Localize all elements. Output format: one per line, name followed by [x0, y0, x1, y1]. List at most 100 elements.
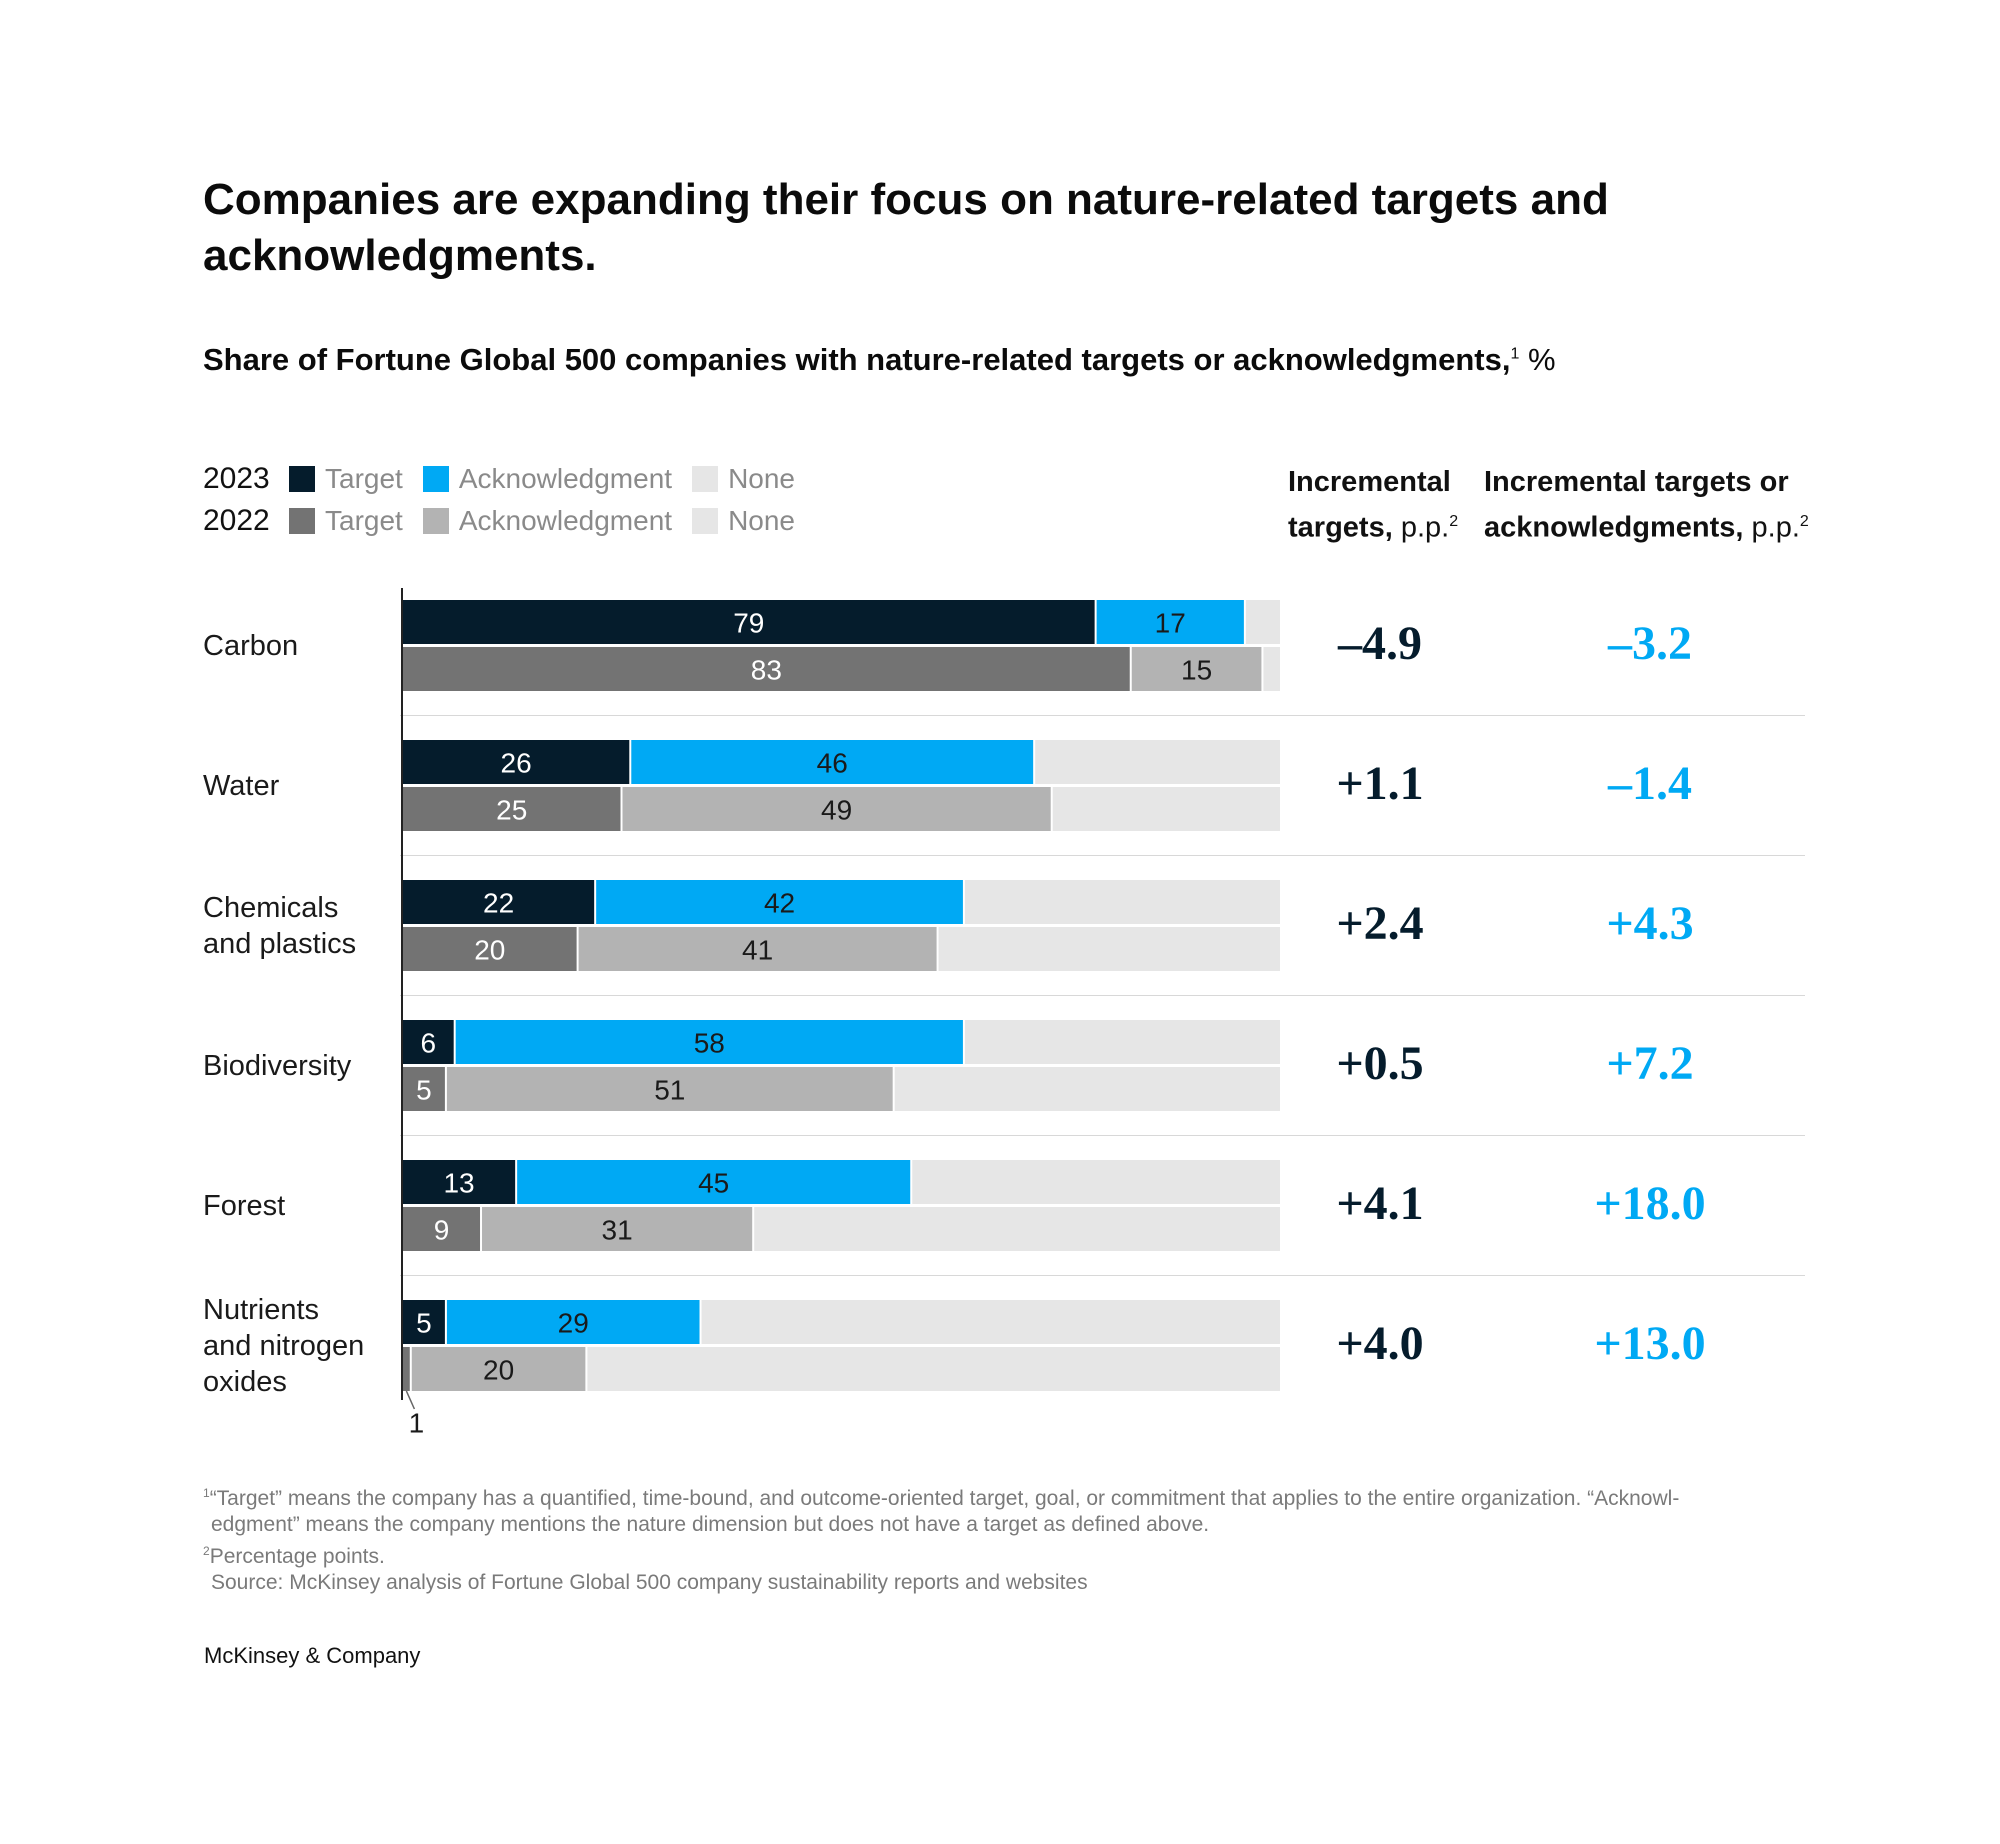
column-header-unit: p.p.: [1751, 511, 1800, 544]
column-header-ack-line2: acknowledgments, p.p.2: [1484, 502, 1809, 548]
category-label: Forest: [203, 1188, 285, 1224]
legend-swatch-none-2023: [692, 466, 719, 492]
chart-subtitle: Share of Fortune Global 500 companies wi…: [203, 342, 1556, 378]
column-header-acknowledgments: Incremental targets or acknowledgments, …: [1484, 462, 1809, 548]
data-label-target-2023-2: 22: [483, 888, 514, 919]
incremental-targets-or-ack-value: +7.2: [1606, 1036, 1694, 1090]
bar-target-2023-3: [402, 1020, 455, 1064]
column-header-bold: acknowledgments,: [1484, 511, 1744, 544]
legend-swatch-ack-2022: [422, 508, 449, 534]
chart-title: Companies are expanding their focus on n…: [203, 175, 1609, 280]
bar-ack-2023-2: [595, 880, 964, 924]
legend-year: 2022: [203, 504, 270, 537]
category-label: Biodiversity: [203, 1048, 351, 1084]
legend-row-2022: 2022 Target Acknowledgment None: [203, 504, 815, 538]
category-label-line: Forest: [203, 1189, 286, 1222]
data-label-target-2023-0: 79: [733, 608, 764, 639]
data-label-leader: [405, 1390, 416, 1410]
bar-none-2022-2: [937, 927, 1280, 971]
column-header-targets-line1: Incremental: [1288, 466, 1451, 498]
data-label-ack-2023-1: 46: [817, 748, 848, 779]
data-label-target-2022-3: 5: [416, 1075, 432, 1106]
subtitle-text: Share of Fortune Global 500 companies wi…: [203, 342, 1511, 377]
legend-label: Target: [325, 505, 403, 536]
incremental-targets-or-ack-value: –1.4: [1608, 756, 1692, 810]
bar-ack-2022-3: [445, 1067, 894, 1111]
incremental-targets-or-ack-value: +13.0: [1594, 1316, 1706, 1370]
bar-ack-2022-4: [481, 1207, 754, 1251]
data-label-target-2023-3: 6: [421, 1028, 437, 1059]
bar-target-2023-4: [402, 1160, 517, 1204]
category-label: Water: [203, 768, 279, 804]
legend-label: Target: [325, 463, 403, 494]
bar-none-2022-3: [893, 1067, 1280, 1111]
incremental-targets-value: +0.5: [1336, 1036, 1424, 1090]
column-header-targets-line2: targets, p.p.2: [1288, 502, 1458, 548]
footnote-2-marker: 2: [203, 1544, 210, 1558]
row-divider: [400, 1135, 1805, 1136]
category-label-line: Carbon: [203, 629, 299, 662]
column-header-footnote-ref: 2: [1799, 513, 1809, 530]
category-label-line: Biodiversity: [203, 1049, 352, 1082]
bar-ack-2022-1: [621, 787, 1052, 831]
legend-label: Acknowledgment: [458, 505, 673, 536]
data-label-ack-2022-1: 49: [821, 795, 852, 826]
bar-none-2022-1: [1051, 787, 1280, 831]
subtitle-footnote-ref: 1: [1510, 345, 1520, 363]
incremental-targets-or-ack-value: –3.2: [1608, 616, 1692, 670]
footnote-1: 1“Target” means the company has a quanti…: [203, 1480, 1803, 1512]
incremental-targets-value: +4.1: [1336, 1176, 1424, 1230]
legend-row-2023: 2023 Target Acknowledgment None: [203, 462, 815, 496]
legend-label: Acknowledgment: [458, 463, 673, 494]
bar-target-2023-0: [402, 600, 1096, 644]
bar-target-2023-5: [402, 1300, 446, 1344]
data-label-target-2022-2: 20: [474, 935, 505, 966]
column-header-bold: targets,: [1288, 511, 1393, 544]
legend-label: None: [728, 463, 795, 494]
category-label-line: Water: [203, 769, 280, 802]
bar-none-2022-0: [1262, 647, 1280, 691]
data-label-ack-2022-3: 51: [654, 1075, 685, 1106]
bar-none-2023-1: [1034, 740, 1280, 784]
bar-target-2023-1: [402, 740, 631, 784]
data-label-ack-2023-3: 58: [694, 1028, 725, 1059]
bar-target-2023-2: [402, 880, 596, 924]
legend-year: 2023: [203, 462, 270, 495]
incremental-targets-value: +1.1: [1336, 756, 1424, 810]
bar-ack-2023-3: [454, 1020, 964, 1064]
category-label: Chemicals and plastics: [203, 890, 356, 962]
column-header-ack-line1: Incremental targets or: [1484, 466, 1789, 498]
incremental-targets-value: +2.4: [1336, 896, 1424, 950]
data-label-ack-2022-0: 15: [1181, 655, 1212, 686]
incremental-targets-value: –4.9: [1338, 616, 1422, 670]
bar-ack-2023-5: [445, 1300, 701, 1344]
bar-ack-2023-1: [630, 740, 1035, 784]
bar-target-2022-3: [402, 1067, 446, 1111]
bar-target-2022-5: [402, 1347, 411, 1391]
data-label-target-2023-1: 26: [501, 748, 532, 779]
category-label: Nutrients and nitrogen oxides: [203, 1292, 364, 1400]
footnote-1-line1: “Target” means the company has a quantif…: [209, 1487, 1680, 1510]
row-divider: [400, 995, 1805, 996]
bar-none-2023-0: [1244, 600, 1280, 644]
incremental-targets-or-ack-value: +18.0: [1594, 1176, 1706, 1230]
data-label-target-2022-1: 25: [496, 795, 527, 826]
bar-none-2023-2: [963, 880, 1280, 924]
bar-none-2023-4: [911, 1160, 1280, 1204]
legend-swatch-target-2022: [289, 508, 315, 534]
bar-none-2023-3: [963, 1020, 1280, 1064]
row-divider: [400, 855, 1805, 856]
data-label-ack-2022-2: 41: [742, 935, 773, 966]
brand-logo-text: McKinsey & Company: [204, 1643, 421, 1668]
source-note: Source: McKinsey analysis of Fortune Glo…: [211, 1571, 1088, 1594]
footnote-2: 2Percentage points.: [203, 1538, 1803, 1570]
row-divider: [400, 715, 1805, 716]
subtitle-unit: %: [1528, 342, 1556, 377]
bar-ack-2022-5: [410, 1347, 587, 1391]
data-label-ack-2022-5: 20: [483, 1355, 514, 1386]
legend-swatch-target-2023: [289, 466, 315, 492]
data-label-ack-2023-5: 29: [558, 1308, 589, 1339]
category-label: Carbon: [203, 628, 298, 664]
bar-none-2022-5: [586, 1347, 1280, 1391]
footnote-1-line2: edgment” means the company mentions the …: [211, 1513, 1210, 1536]
